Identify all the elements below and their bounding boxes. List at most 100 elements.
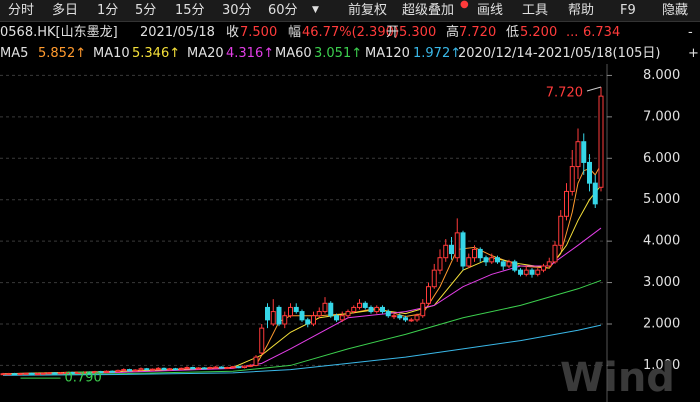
candle-body <box>345 311 351 317</box>
candle-body <box>472 248 477 259</box>
candle-body <box>288 306 293 317</box>
candle-body <box>230 366 236 369</box>
watermark: Wind <box>560 355 675 401</box>
candle-body <box>178 367 184 370</box>
field-value: 46.77%(2.390) <box>302 25 399 40</box>
candle-body <box>265 306 270 321</box>
y-tick-label: 4.000 <box>643 234 680 249</box>
field-value: 6.734 <box>583 25 621 40</box>
candle-body <box>339 315 345 321</box>
candle-body <box>0 373 6 376</box>
quote-info: 0568.HK[山东墨龙] 2021/05/18 收 7.500 幅 46.77… <box>0 22 700 43</box>
candle-body <box>598 95 604 188</box>
field-label: 收 <box>226 25 240 40</box>
candle-body <box>155 367 161 370</box>
y-tick-label: 8.000 <box>643 68 680 83</box>
candle-body <box>184 367 190 369</box>
candle-body <box>299 311 305 321</box>
candle-body <box>592 182 598 205</box>
candle-body <box>546 261 552 267</box>
candle-body <box>46 372 52 375</box>
candle-body <box>483 257 489 263</box>
candle-body <box>391 315 397 318</box>
candle-body <box>196 367 201 370</box>
candle-body <box>259 327 265 354</box>
candle-body <box>17 373 23 376</box>
tab[interactable]: 15分 <box>175 3 205 18</box>
menu[interactable]: 超级叠加 <box>402 3 455 18</box>
candle-body <box>489 257 495 263</box>
y-tick-label: 5.000 <box>643 192 680 207</box>
dropdown-icon[interactable]: ▼ <box>312 5 319 15</box>
field-value: 5.200 <box>520 25 558 40</box>
candle-body <box>351 306 357 313</box>
ma-line <box>2 185 602 375</box>
legend-value: 3.051↑ <box>314 46 363 61</box>
candle-body <box>86 371 92 374</box>
y-tick-label: 2.000 <box>643 317 680 332</box>
menu[interactable]: 隐藏 <box>662 3 689 18</box>
candle-body <box>385 311 391 317</box>
candle-body <box>397 315 403 319</box>
tab[interactable]: 多日 <box>52 3 79 18</box>
candle-body <box>477 248 483 259</box>
menu[interactable]: 工具 <box>522 3 549 18</box>
candle-body <box>362 302 368 308</box>
candle-body <box>414 315 420 321</box>
y-tick-label: 7.000 <box>643 109 680 124</box>
candle-body <box>558 215 564 246</box>
field-value: 7.500 <box>240 25 278 40</box>
candle-body <box>587 161 592 184</box>
legend-label: MA120 <box>365 46 410 61</box>
candle-body <box>161 367 167 371</box>
tab[interactable]: 30分 <box>222 3 252 18</box>
candle-body <box>460 232 466 267</box>
candle-body <box>75 371 81 374</box>
field-label: 高 <box>446 25 460 40</box>
menu[interactable]: 帮助 <box>568 3 595 18</box>
zoom-in[interactable]: + <box>688 46 699 61</box>
candle-body <box>29 372 35 375</box>
candle-body <box>311 315 316 325</box>
ma-line <box>2 227 602 375</box>
tab[interactable]: 分时 <box>8 3 35 18</box>
candle-body <box>374 306 380 313</box>
legend-label: MA5 <box>0 46 29 61</box>
candle-body <box>357 302 362 308</box>
candle-body <box>63 371 69 374</box>
candle-body <box>190 367 196 370</box>
tab[interactable]: 60分 <box>268 3 298 18</box>
code: 0568.HK[山东墨龙] <box>0 25 118 40</box>
zoom-out[interactable]: - <box>688 25 693 40</box>
candle-body <box>104 370 109 373</box>
tab[interactable]: 1分 <box>97 3 119 18</box>
tab[interactable]: 5分 <box>135 3 157 18</box>
candle-body <box>334 315 339 321</box>
ma-legend: MA5 5.852↑ MA10 5.346↑ MA20 4.316↑ MA60 … <box>0 43 700 64</box>
legend-value: 5.346↑ <box>132 46 181 61</box>
ma-line <box>2 279 602 376</box>
menu[interactable]: 前复权 <box>348 3 388 18</box>
candle-body <box>40 372 46 375</box>
candle-body <box>575 141 581 168</box>
menu[interactable]: 画线 <box>477 3 504 18</box>
candle-body <box>98 371 104 374</box>
candle-body <box>443 244 449 259</box>
candle-body <box>408 319 414 322</box>
field-label: ... <box>566 25 579 40</box>
candle-body <box>282 315 288 325</box>
menu[interactable]: F9 <box>620 3 636 18</box>
annotation-label: 7.720 <box>546 86 583 101</box>
candle-body <box>115 369 121 373</box>
candle-body <box>219 366 224 369</box>
toolbar: 分时 多日 1分 5分 15分 30分 60分 ▼ 前复权 超级叠加 ● 画线 … <box>0 0 700 22</box>
candle-body <box>121 369 127 372</box>
legend-value: 1.972↑ <box>413 46 462 61</box>
candle-body <box>541 265 546 271</box>
legend-label: MA60 <box>275 46 312 61</box>
candle-body <box>35 373 40 376</box>
candle-body <box>380 306 385 313</box>
candle-body <box>466 257 472 267</box>
candle-body <box>236 366 242 369</box>
